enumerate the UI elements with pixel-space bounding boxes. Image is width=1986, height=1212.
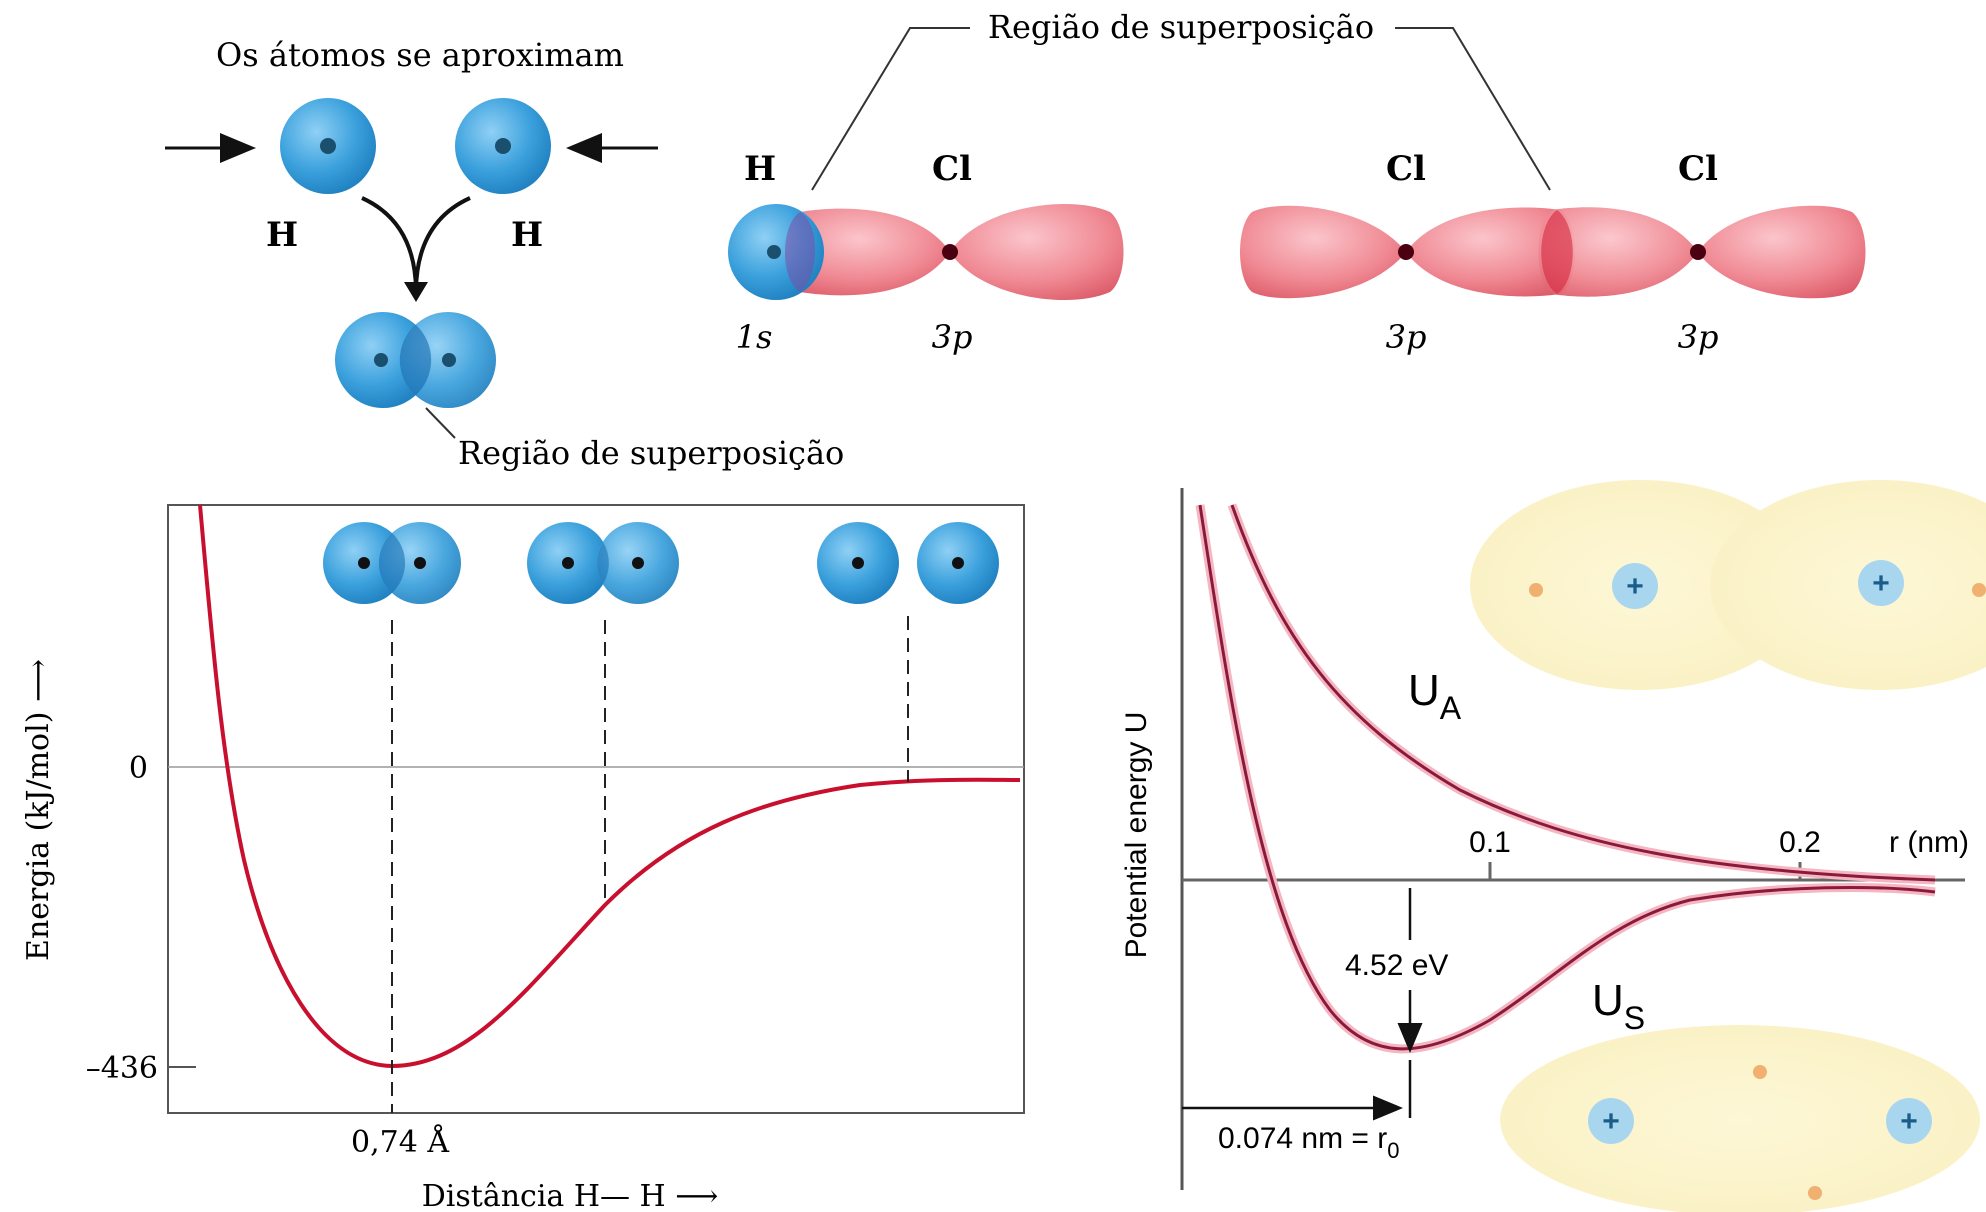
hcl-atom2-label: Cl (932, 149, 972, 189)
y-axis-label: Energia (kJ/mol) ⟶ (21, 659, 56, 961)
hcl-atom1-label: H (744, 149, 776, 189)
hcl-molecule: H Cl 1s 3p (728, 149, 1124, 356)
leader-line-left (811, 27, 970, 191)
hcl-orbital1-label: 1s (736, 318, 773, 356)
y-tick-min: –436 (86, 1051, 158, 1086)
cl2-overlap-region (1541, 210, 1573, 294)
arrow-down-icon (404, 282, 428, 302)
x-axis-label: Distância H— H ⟶ (422, 1179, 719, 1212)
energy-curve (198, 504, 1021, 1069)
cl2-molecule: Cl Cl 3p 3p (1240, 149, 1866, 356)
y-tick-zero: 0 (129, 751, 148, 786)
svg-text:+: + (1900, 1105, 1918, 1138)
hcl-overlap-region (785, 212, 816, 292)
x-tick-074: 0,74 Å (351, 1124, 449, 1160)
hcl-orbital2-label: 3p (932, 318, 973, 356)
p-lobe-right (950, 204, 1124, 300)
r0-label: 0.074 nm = r0 (1218, 1122, 1400, 1163)
cl2-orbital2-label: 3p (1678, 318, 1719, 356)
cl1-lobe-right (1406, 207, 1575, 297)
overlap-label: Região de superposição (458, 434, 844, 472)
overlap-leader-line (425, 407, 456, 439)
merge-arrow-left (361, 196, 418, 291)
p-lobe-left (785, 208, 950, 296)
svg-text:+: + (1602, 1105, 1620, 1138)
atoms-approach-title: Os átomos se aproximam (216, 36, 624, 74)
depth-label: 4.52 eV (1345, 949, 1448, 982)
svg-text:+: + (1872, 567, 1890, 600)
cl2-lobe-left (1538, 207, 1698, 297)
orbital-overlap-panel: Região de superposição H Cl 1s 3p Cl (728, 8, 1866, 356)
potential-energy-label: Potential energy U (1120, 712, 1153, 959)
h-label-left: H (266, 215, 298, 255)
energy-chart-right: 0.1 0.2 r (nm) Potential energy U UA US … (1120, 480, 1986, 1212)
us-curve (1198, 504, 1936, 1051)
r-axis-label: r (nm) (1889, 826, 1969, 859)
plot-frame (167, 504, 1025, 1114)
x-tick-02: 0.2 (1779, 826, 1821, 859)
cl2-atom2-label: Cl (1678, 149, 1718, 189)
cl1-lobe-left (1240, 205, 1406, 299)
energy-chart-left: 0 –436 0,74 Å Distância H— H ⟶ Energia (… (21, 504, 1025, 1212)
x-tick-01: 0.1 (1469, 826, 1511, 859)
ua-label: UA (1408, 666, 1462, 726)
cl2-lobe-right (1698, 205, 1866, 299)
h2-formation-panel: Os átomos se aproximam H H Região de sup… (165, 36, 844, 472)
cl2-orbital1-label: 3p (1386, 318, 1427, 356)
svg-text:+: + (1626, 570, 1644, 603)
us-label: US (1592, 976, 1645, 1036)
leader-line-right (1395, 27, 1551, 191)
ua-curve (1230, 504, 1936, 882)
h-label-right: H (511, 215, 543, 255)
overlap-region (399, 324, 432, 396)
cl2-atom1-label: Cl (1386, 149, 1426, 189)
overlap-label-top: Região de superposição (988, 8, 1374, 46)
merge-arrow-right (414, 196, 471, 291)
